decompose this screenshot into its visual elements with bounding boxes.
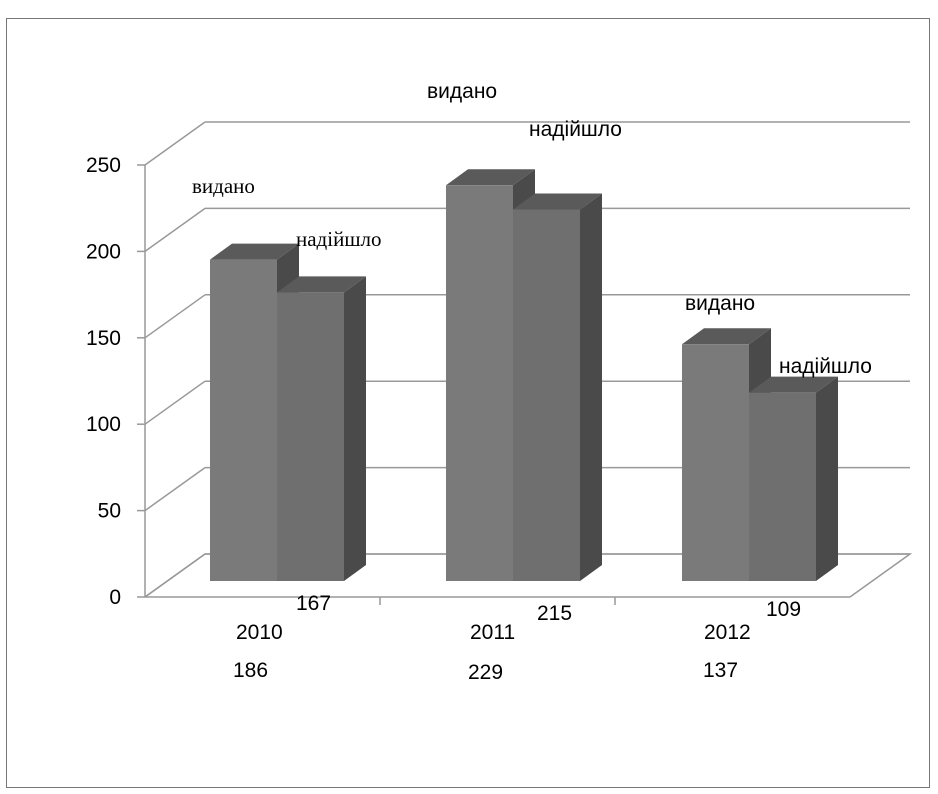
bar-side-face	[816, 376, 838, 581]
labels: 2010 2011 2012 186 229 137 167 215 109 видано вида…	[192, 80, 872, 684]
bar-front-face	[277, 292, 344, 581]
gridline-side	[144, 294, 206, 339]
bar-top-face	[277, 276, 366, 293]
data-value-label: 186	[233, 659, 268, 682]
y-axis-ticks: 0 50 100 150 200 250	[86, 154, 121, 609]
bar-top-face	[749, 376, 838, 393]
y-tick-label: 100	[86, 413, 121, 436]
gridline-side	[144, 466, 206, 512]
series-name-label: видано	[192, 174, 255, 198]
bar-2011-nadiishlo	[513, 193, 602, 582]
y-tick-label: 50	[98, 500, 121, 523]
bar-side-face	[580, 193, 602, 582]
data-value-label: 167	[296, 592, 331, 615]
series-name-label: надійшло	[296, 227, 381, 251]
bar-2012-nadiishlo	[749, 376, 838, 581]
bar-front-face	[446, 185, 513, 581]
bar-2010-nadiishlo	[277, 276, 366, 581]
bars	[210, 169, 838, 582]
bar-top-face	[210, 243, 299, 260]
bar-top-face	[513, 193, 602, 210]
bar-front-face	[682, 344, 749, 581]
x-category-label: 2011	[470, 621, 515, 644]
x-category-label: 2010	[236, 621, 283, 644]
data-value-label: 229	[468, 661, 503, 684]
data-value-label: 215	[537, 602, 572, 625]
series-name-label: видано	[685, 292, 755, 315]
series-name-label: надійшло	[529, 118, 622, 141]
gridline-side	[144, 207, 206, 253]
bar-top-face	[682, 328, 771, 345]
y-tick-label: 150	[86, 327, 121, 350]
y-tick-label: 0	[109, 586, 121, 609]
gridline-side	[144, 553, 206, 598]
y-tick-label: 200	[86, 240, 121, 263]
gridline-side	[144, 121, 206, 166]
data-value-label: 137	[703, 659, 738, 682]
bar-front-face	[210, 259, 277, 581]
series-name-label: надійшло	[779, 355, 872, 378]
x-category-label: 2012	[704, 621, 751, 644]
bar-front-face	[749, 392, 816, 581]
gridline-side	[144, 380, 206, 425]
bar-top-face	[446, 169, 535, 186]
bar-front-face	[513, 209, 580, 582]
bar-side-face	[344, 276, 366, 581]
y-tick-label: 250	[86, 154, 121, 177]
series-name-label: видано	[427, 80, 497, 103]
data-value-label: 109	[766, 598, 801, 621]
